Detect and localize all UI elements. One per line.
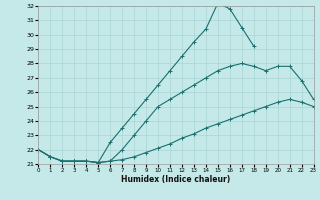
X-axis label: Humidex (Indice chaleur): Humidex (Indice chaleur) [121,175,231,184]
